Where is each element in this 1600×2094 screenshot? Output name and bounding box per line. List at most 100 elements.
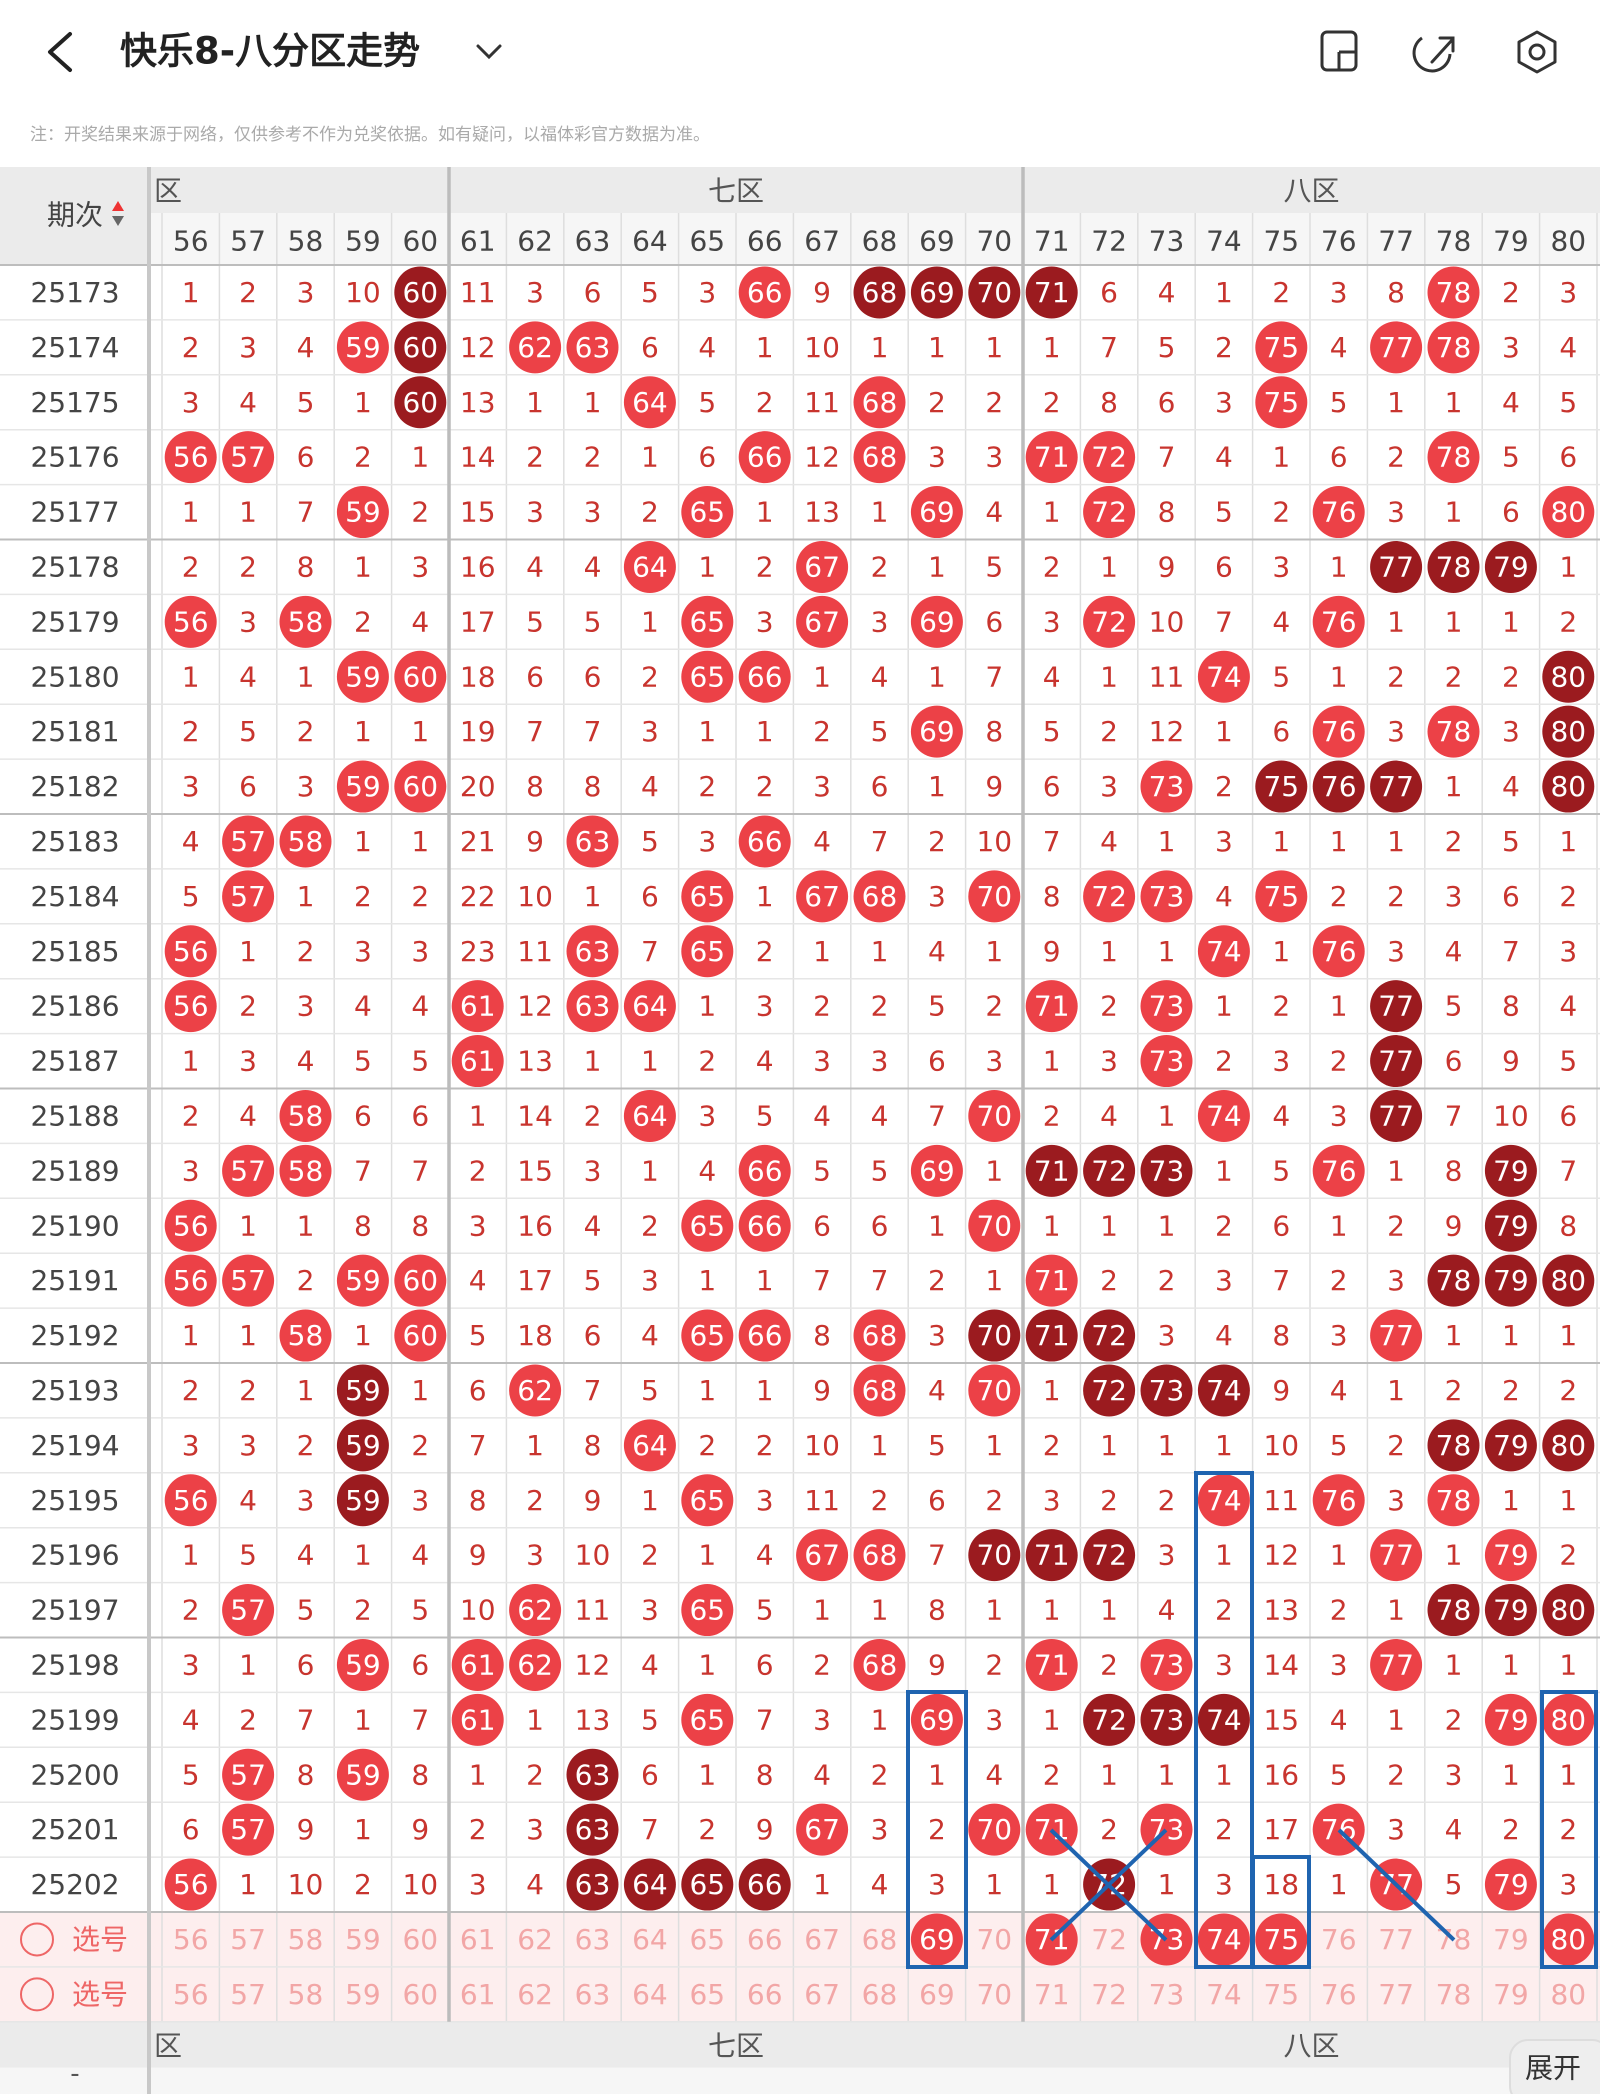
hit-ball [566, 321, 619, 374]
pick-number[interactable]: 62 [517, 1923, 553, 1956]
pick-number[interactable]: 58 [288, 1978, 324, 2011]
pick-number[interactable]: 63 [575, 1978, 611, 2011]
expand-label[interactable]: 展开 [1525, 2052, 1581, 2085]
pick-number[interactable]: 61 [460, 1978, 496, 2011]
pick-number[interactable]: 62 [517, 1978, 553, 2011]
hit-ball [164, 1474, 217, 1527]
miss-count: 1 [1272, 935, 1290, 968]
pick-number[interactable]: 78 [1436, 1978, 1472, 2011]
hit-ball-repeat [1255, 760, 1308, 813]
hit-number: 56 [173, 1264, 209, 1297]
miss-count: 8 [584, 770, 602, 803]
miss-count: 3 [1387, 1484, 1405, 1517]
hit-ball [1140, 980, 1193, 1033]
hit-number: 68 [862, 1374, 898, 1407]
hit-number: 65 [689, 935, 725, 968]
pick-number[interactable]: 64 [632, 1978, 668, 2011]
title-dropdown[interactable] [476, 44, 502, 60]
hit-number: 65 [689, 660, 725, 693]
settings-icon[interactable] [1517, 30, 1557, 74]
hit-ball-repeat [853, 266, 906, 319]
pick-number[interactable]: 79 [1493, 1923, 1529, 1956]
hit-ball [1083, 486, 1136, 539]
miss-count: 3 [1330, 1099, 1348, 1132]
hit-ball [394, 1254, 447, 1307]
miss-count: 2 [928, 1813, 946, 1846]
hit-ball-repeat [1083, 1309, 1136, 1362]
hit-ball [681, 595, 734, 648]
hit-ball [1025, 1638, 1078, 1691]
miss-count: 2 [182, 331, 200, 364]
hit-number: 72 [1091, 1539, 1127, 1572]
hit-number: 65 [689, 1319, 725, 1352]
miss-count: 5 [1502, 441, 1520, 474]
pick-number[interactable]: 60 [402, 1978, 438, 2011]
share-icon[interactable] [1412, 36, 1455, 73]
pick-number[interactable]: 74 [1206, 1923, 1242, 1956]
pick-number[interactable]: 61 [460, 1923, 496, 1956]
hit-number: 80 [1550, 715, 1586, 748]
column-number: 68 [862, 225, 898, 258]
pick-number[interactable]: 72 [1091, 1978, 1127, 2011]
pick-number[interactable]: 77 [1378, 1923, 1414, 1956]
pick-number[interactable]: 59 [345, 1923, 381, 1956]
hit-ball [222, 1803, 275, 1856]
pick-number[interactable]: 77 [1378, 1978, 1414, 2011]
pick-number[interactable]: 67 [804, 1978, 840, 2011]
hit-ball [222, 1584, 275, 1637]
pick-number[interactable]: 69 [919, 1923, 955, 1956]
pick-number[interactable]: 58 [288, 1923, 324, 1956]
pick-number[interactable]: 64 [632, 1923, 668, 1956]
pick-number[interactable]: 76 [1321, 1923, 1357, 1956]
pick-number[interactable]: 59 [345, 1978, 381, 2011]
miss-count: 2 [1043, 1429, 1061, 1462]
pick-number[interactable]: 60 [402, 1923, 438, 1956]
pick-number[interactable]: 56 [173, 1978, 209, 2011]
pick-number[interactable]: 68 [862, 1923, 898, 1956]
pick-number[interactable]: 79 [1493, 1978, 1529, 2011]
hit-number: 69 [919, 715, 955, 748]
pick-number[interactable]: 66 [747, 1923, 783, 1956]
pick-number[interactable]: 57 [230, 1978, 266, 2011]
miss-count: 2 [1100, 990, 1118, 1023]
miss-count: 8 [526, 770, 544, 803]
pick-number[interactable]: 56 [173, 1923, 209, 1956]
miss-count: 1 [813, 660, 831, 693]
hit-number: 80 [1550, 496, 1586, 529]
pick-number[interactable]: 70 [976, 1923, 1012, 1956]
pick-number[interactable]: 66 [747, 1978, 783, 2011]
hit-number: 57 [230, 1813, 266, 1846]
pick-number[interactable]: 80 [1550, 1978, 1586, 2011]
pick-number[interactable]: 76 [1321, 1978, 1357, 2011]
pick-number[interactable]: 71 [1034, 1978, 1070, 2011]
miss-count: 1 [1043, 1868, 1061, 1901]
miss-count: 6 [1100, 276, 1118, 309]
hit-number: 62 [517, 1648, 553, 1681]
back-button[interactable] [48, 32, 72, 72]
pick-number[interactable]: 65 [689, 1978, 725, 2011]
expand-button[interactable]: 展开 [1509, 2039, 1600, 2094]
issue-number: 25187 [30, 1045, 119, 1078]
miss-count: 1 [469, 1758, 487, 1791]
hit-ball [1370, 1529, 1423, 1582]
miss-count: 1 [297, 660, 315, 693]
layout-icon[interactable] [1320, 30, 1358, 72]
pick-number[interactable]: 80 [1550, 1923, 1586, 1956]
hit-ball-repeat [1427, 540, 1480, 593]
pick-number[interactable]: 57 [230, 1923, 266, 1956]
pick-number[interactable]: 65 [689, 1923, 725, 1956]
pick-number[interactable]: 74 [1206, 1978, 1242, 2011]
pick-number[interactable]: 70 [976, 1978, 1012, 2011]
hit-number: 77 [1378, 331, 1414, 364]
pick-number[interactable]: 69 [919, 1978, 955, 2011]
miss-count: 6 [297, 441, 315, 474]
pick-label: 选号 [72, 1923, 128, 1956]
pick-number[interactable]: 72 [1091, 1923, 1127, 1956]
hit-ball [1370, 1309, 1423, 1362]
pick-number[interactable]: 63 [575, 1923, 611, 1956]
pick-number[interactable]: 73 [1149, 1978, 1185, 2011]
pick-number[interactable]: 68 [862, 1978, 898, 2011]
pick-number[interactable]: 75 [1263, 1923, 1299, 1956]
pick-number[interactable]: 67 [804, 1923, 840, 1956]
pick-number[interactable]: 75 [1263, 1978, 1299, 2011]
